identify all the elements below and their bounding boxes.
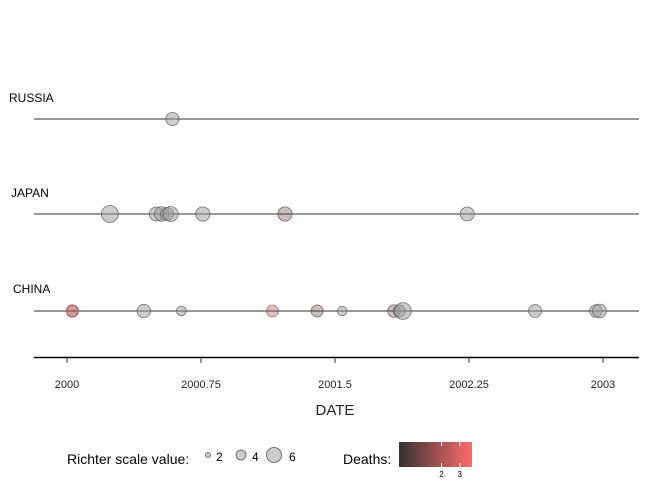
earthquake-point-china [310, 304, 324, 318]
color-legend-title: Deaths: [343, 451, 391, 467]
color-legend-bar [399, 442, 472, 467]
earthquake-point-japan [162, 206, 179, 222]
timeline-group [34, 118, 639, 312]
earthquake-point-china [66, 304, 79, 318]
color-legend-tick-label: 3 [458, 470, 463, 479]
earthquake-point-china [136, 303, 151, 319]
size-legend-circle [235, 449, 247, 461]
earthquake-point-china [592, 303, 607, 319]
earthquake-point-china [394, 302, 412, 320]
earthquake-point-china [336, 305, 348, 317]
country-label-russia: RUSSIA [9, 91, 54, 105]
earthquake-points [65, 111, 607, 320]
earthquake-point-china [176, 305, 187, 317]
size-legend-items: 2 4 6 [205, 447, 296, 464]
size-legend-label: 6 [289, 450, 296, 464]
x-tick-label: 2001.5 [318, 379, 352, 391]
x-axis-title: DATE [316, 402, 355, 419]
country-label-china: CHINA [13, 282, 50, 296]
earthquake-point-japan [195, 206, 211, 222]
size-legend-title: Richter scale value: [67, 451, 189, 467]
x-axis-ticks: 2000 2000.75 2001.5 2002.25 2003 [55, 358, 615, 391]
country-label-group: RUSSIA JAPAN CHINA [9, 91, 54, 296]
earthquake-point-japan [100, 205, 119, 223]
earthquake-point-japan [459, 206, 475, 222]
size-legend-circle [205, 452, 211, 458]
x-tick-label: 2000.75 [181, 379, 221, 391]
earthquake-point-china [65, 304, 80, 318]
x-tick-label: 2002.25 [449, 379, 489, 391]
earthquake-point-china [528, 304, 543, 318]
country-label-japan: JAPAN [11, 186, 49, 200]
earthquake-point-japan [277, 206, 293, 222]
earthquake-point-russia [165, 111, 180, 127]
size-legend-label: 2 [216, 450, 223, 464]
size-legend-label: 4 [252, 450, 259, 464]
x-tick-label: 2000 [55, 379, 79, 391]
size-legend-circle [266, 447, 282, 463]
earthquake-point-china [266, 304, 279, 318]
x-tick-label: 2003 [591, 379, 615, 391]
color-legend-tick-label: 2 [439, 470, 444, 479]
